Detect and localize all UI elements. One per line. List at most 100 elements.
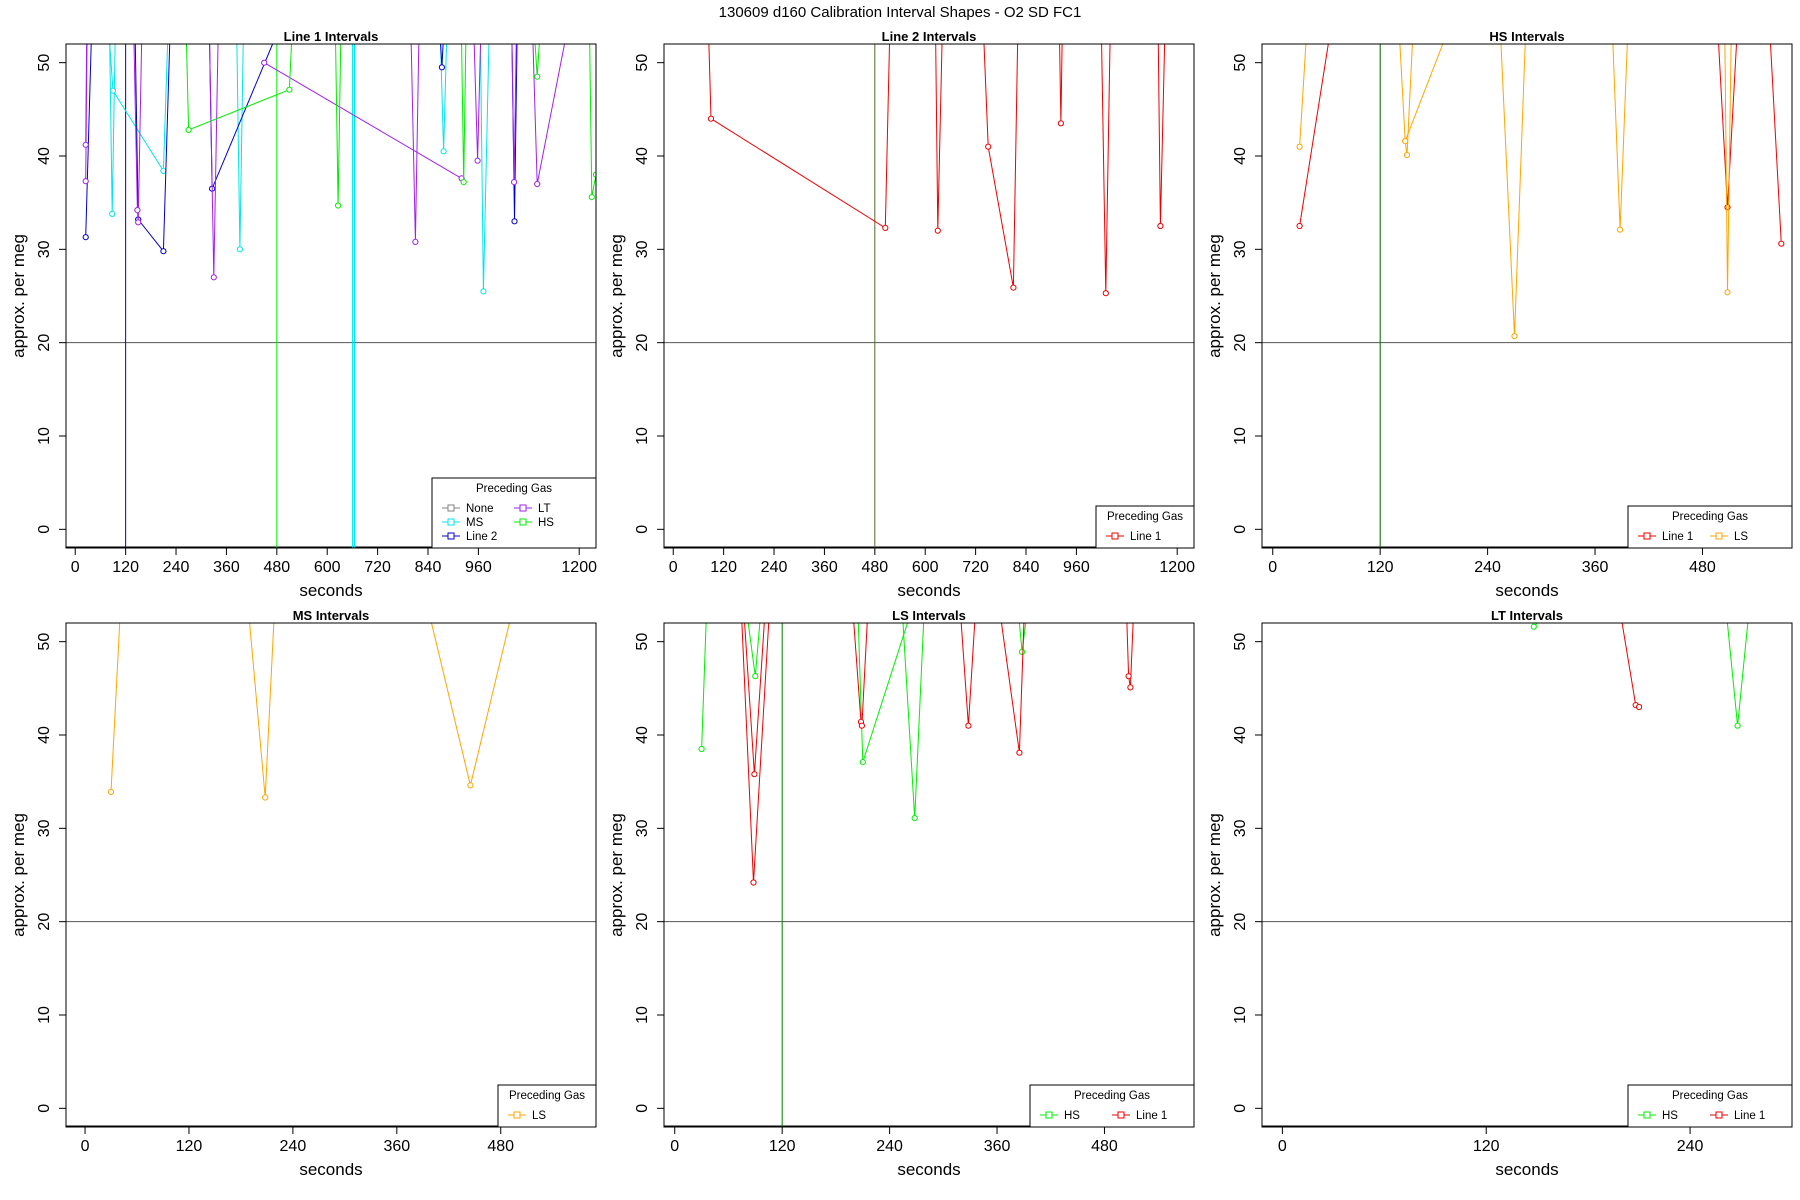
y-tick-label: 40	[1232, 726, 1249, 744]
legend-title: Preceding Gas	[1672, 511, 1748, 523]
series-line	[960, 623, 976, 726]
x-tick-label: 600	[314, 559, 341, 576]
legend-box	[1627, 505, 1793, 549]
data-point	[707, 115, 715, 122]
x-tick-label: 360	[1582, 559, 1609, 576]
series-ms	[109, 44, 490, 548]
series-line	[1718, 44, 1737, 208]
y-tick-label: 0	[36, 525, 53, 534]
data-point	[1778, 240, 1785, 247]
x-tick-label: 120	[112, 559, 139, 576]
legend-swatch-marker	[1715, 532, 1723, 540]
panel-title: LS Intervals	[892, 608, 966, 623]
y-tick-label: 0	[36, 1104, 53, 1113]
legend-box	[1095, 505, 1195, 549]
legend-label: HS	[538, 517, 554, 529]
legend: Preceding Gas Line 1	[1095, 505, 1195, 549]
legend-label: MS	[466, 517, 484, 529]
x-tick-label: 120	[710, 559, 737, 576]
y-tick-label: 40	[634, 726, 651, 744]
x-axis-label: seconds	[897, 1160, 960, 1179]
legend-swatch-marker	[519, 518, 527, 526]
y-tick-label: 0	[1232, 525, 1249, 534]
series-line	[263, 62, 462, 179]
y-tick-label: 20	[1232, 334, 1249, 352]
data-point	[1530, 623, 1537, 630]
legend-item-ls: LS	[1710, 531, 1748, 543]
x-tick-label: 240	[163, 559, 190, 576]
series-line	[1724, 44, 1732, 293]
legend-swatch-marker	[519, 504, 527, 512]
legend-box	[1029, 1084, 1195, 1128]
plot-area	[1262, 44, 1792, 548]
data-point	[262, 794, 269, 801]
legend-item-hs: HS	[1040, 1110, 1080, 1122]
series-line	[461, 44, 467, 183]
data-point	[934, 227, 941, 234]
x-tick-label: 120	[769, 1138, 796, 1155]
panel-line-1-intervals: Line 1 Intervals seconds approx. per meg 0 1…	[9, 29, 597, 600]
data-point	[1296, 222, 1303, 230]
panel-title: MS Intervals	[293, 608, 370, 623]
series-line	[1399, 44, 1413, 156]
series-line	[1770, 44, 1782, 244]
data-point	[965, 722, 972, 729]
series-line	[1621, 623, 1640, 708]
series-line	[236, 44, 244, 250]
data-point	[1102, 290, 1109, 297]
legend-label: HS	[1064, 1110, 1080, 1122]
y-tick-label: 20	[36, 334, 53, 352]
legend-swatch-marker	[447, 518, 455, 526]
legend-swatch-marker	[447, 532, 455, 540]
plot-area	[1262, 623, 1792, 1127]
y-tick-label: 30	[36, 819, 53, 837]
series-line	[133, 44, 143, 223]
y-tick-label: 10	[634, 1006, 651, 1024]
data-point	[107, 788, 115, 796]
data-point	[1296, 143, 1303, 150]
y-tick-label: 50	[36, 633, 53, 651]
series-line	[1299, 44, 1307, 147]
data-point	[751, 771, 758, 778]
series-line-1	[741, 623, 1134, 886]
series-line	[1101, 44, 1111, 294]
series-line	[1612, 44, 1628, 230]
data-point	[698, 745, 705, 753]
x-tick-label: 240	[1474, 559, 1501, 576]
figure-title: 130609 d160 Calibration Interval Shapes …	[719, 4, 1082, 21]
series-line-1	[707, 44, 1166, 297]
y-tick-label: 0	[1232, 1104, 1249, 1113]
panel-title: Line 2 Intervals	[882, 29, 977, 44]
y-tick-label: 10	[36, 427, 53, 445]
series-line	[741, 623, 770, 883]
legend-title: Preceding Gas	[476, 483, 552, 495]
panel-ms-intervals: MS Intervals seconds approx. per meg 0 120 24…	[9, 608, 597, 1179]
legend-item-line-1: Line 1	[1112, 1110, 1167, 1122]
series-line	[1157, 44, 1166, 227]
legend-label: Line 2	[466, 531, 497, 543]
legend-label: None	[466, 503, 494, 515]
y-tick-label: 40	[36, 726, 53, 744]
legend-item-none: None	[442, 503, 494, 515]
y-axis-label: approx. per meg	[607, 234, 626, 358]
series-hs	[185, 44, 596, 209]
data-point	[1734, 722, 1741, 729]
legend-label: LT	[538, 503, 551, 515]
y-tick-label: 20	[36, 913, 53, 931]
legend-label: HS	[1662, 1110, 1678, 1122]
series-line	[1726, 623, 1749, 726]
panel-hs-intervals: HS Intervals seconds approx. per meg 0 120 24…	[1205, 29, 1793, 600]
data-point	[752, 673, 759, 680]
y-tick-label: 20	[634, 334, 651, 352]
x-tick-label: 360	[213, 559, 240, 576]
x-tick-label: 840	[1013, 559, 1040, 576]
y-tick-label: 50	[634, 54, 651, 72]
plot-frame	[1261, 622, 1793, 1128]
x-tick-label: 840	[415, 559, 442, 576]
legend-item-line-1: Line 1	[1710, 1110, 1765, 1122]
legend-title: Preceding Gas	[1074, 1090, 1150, 1102]
x-tick-label: 0	[71, 559, 80, 576]
legend-item-lt: LT	[514, 503, 551, 515]
data-point	[286, 86, 293, 93]
legend-swatch-marker	[1643, 1111, 1651, 1119]
